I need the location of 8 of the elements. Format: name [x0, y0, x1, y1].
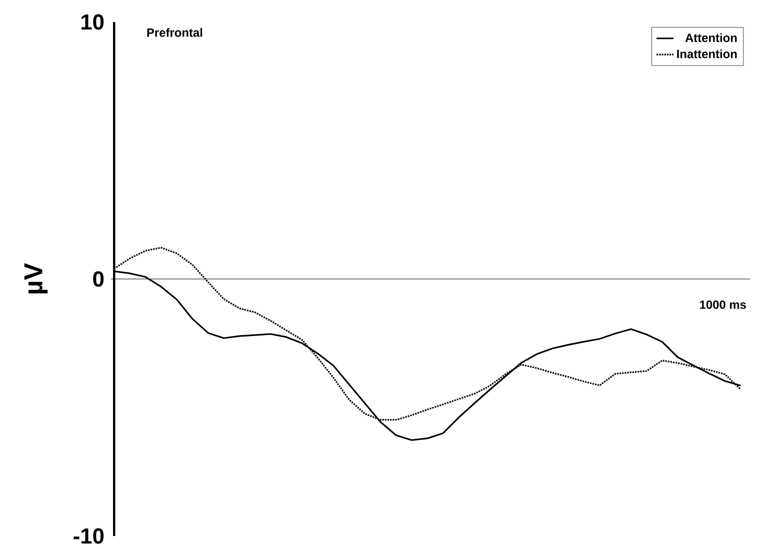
legend-label: Inattention: [677, 49, 737, 58]
legend-label: Attention: [685, 33, 737, 42]
y-tick-label: 10: [81, 14, 104, 30]
annotation: 1000 ms: [700, 300, 746, 309]
y-axis-title: µV: [24, 263, 48, 294]
annotation: Prefrontal: [147, 28, 202, 37]
y-tick-label: -10: [74, 528, 104, 544]
y-tick-label: 0: [93, 271, 104, 287]
